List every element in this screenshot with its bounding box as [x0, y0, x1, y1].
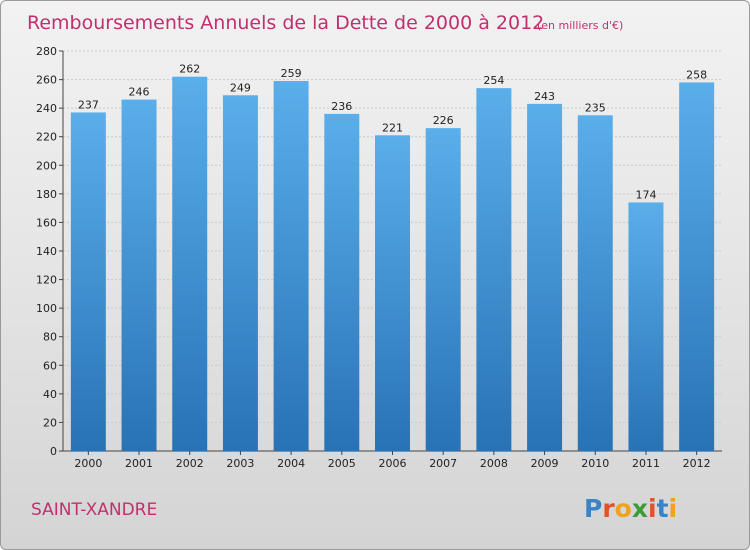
- y-tick-label-20: 20: [43, 416, 57, 429]
- y-tick-label-100: 100: [36, 302, 57, 315]
- bar-2011: [628, 202, 664, 451]
- logo-letter-1: r: [602, 494, 615, 523]
- y-tick-label-40: 40: [43, 388, 57, 401]
- x-tick-label-2004: 2004: [277, 457, 305, 470]
- y-tick-label-160: 160: [36, 216, 57, 229]
- logo-letter-2: o: [615, 494, 632, 523]
- logo-letter-5: t: [657, 494, 669, 523]
- y-tick-label-260: 260: [36, 74, 57, 87]
- bar-2003: [222, 95, 258, 452]
- data-label-2005: 236: [331, 100, 352, 113]
- data-label-2011: 174: [635, 188, 656, 201]
- logo-letter-0: P: [584, 494, 602, 523]
- y-tick-label-200: 200: [36, 159, 57, 172]
- logo-letter-6: i: [669, 494, 678, 523]
- y-tick-label-0: 0: [50, 445, 57, 458]
- x-tick-label-2012: 2012: [683, 457, 711, 470]
- bar-2008: [476, 88, 512, 452]
- data-label-2008: 254: [483, 74, 504, 87]
- x-tick-label-2011: 2011: [632, 457, 660, 470]
- data-label-2002: 262: [179, 63, 200, 76]
- data-label-2003: 249: [230, 81, 251, 94]
- bar-2012: [679, 82, 715, 451]
- data-label-2012: 258: [686, 68, 707, 81]
- data-label-2010: 235: [585, 101, 606, 114]
- y-tick-label-180: 180: [36, 188, 57, 201]
- bar-2010: [577, 115, 613, 452]
- bar-2002: [172, 76, 208, 451]
- x-tick-label-2000: 2000: [74, 457, 102, 470]
- chart-title: Remboursements Annuels de la Dette de 20…: [27, 12, 544, 34]
- y-tick-label-60: 60: [43, 359, 57, 372]
- x-tick-label-2008: 2008: [480, 457, 508, 470]
- x-tick-label-2010: 2010: [581, 457, 609, 470]
- x-tick-label-2007: 2007: [429, 457, 457, 470]
- bar-2009: [527, 103, 563, 451]
- chart-unit: (en milliers d'€): [537, 19, 623, 32]
- data-label-2004: 259: [281, 67, 302, 80]
- data-label-2000: 237: [78, 98, 99, 111]
- y-tick-label-220: 220: [36, 131, 57, 144]
- y-tick-label-80: 80: [43, 331, 57, 344]
- labels: 0 20 40 60 80 100 120 140 160 180 200 220 240 260 280 2…: [36, 45, 711, 470]
- proxiti-logo: Proxiti: [584, 494, 677, 523]
- x-tick-label-2006: 2006: [379, 457, 407, 470]
- bar-2007: [425, 128, 461, 451]
- x-tick-label-2001: 2001: [125, 457, 153, 470]
- data-label-2009: 243: [534, 90, 555, 103]
- logo-letter-4: i: [648, 494, 657, 523]
- data-label-2007: 226: [433, 114, 454, 127]
- bar-2001: [121, 99, 157, 452]
- y-tick-label-240: 240: [36, 102, 57, 115]
- y-tick-label-140: 140: [36, 245, 57, 258]
- x-tick-label-2002: 2002: [176, 457, 204, 470]
- bar-2006: [375, 135, 410, 452]
- data-label-2001: 246: [129, 86, 150, 99]
- x-tick-label-2009: 2009: [531, 457, 559, 470]
- data-label-2006: 221: [382, 121, 403, 134]
- x-tick-label-2003: 2003: [226, 457, 254, 470]
- bar-2004: [273, 81, 309, 451]
- bars: [70, 76, 715, 452]
- commune-name: SAINT-XANDRE: [31, 500, 157, 520]
- x-tick-label-2005: 2005: [328, 457, 356, 470]
- y-tick-label-120: 120: [36, 274, 57, 287]
- bar-2005: [324, 113, 360, 451]
- y-tick-label-280: 280: [36, 45, 57, 58]
- bar-2000: [70, 112, 106, 451]
- logo-letter-3: x: [632, 494, 648, 523]
